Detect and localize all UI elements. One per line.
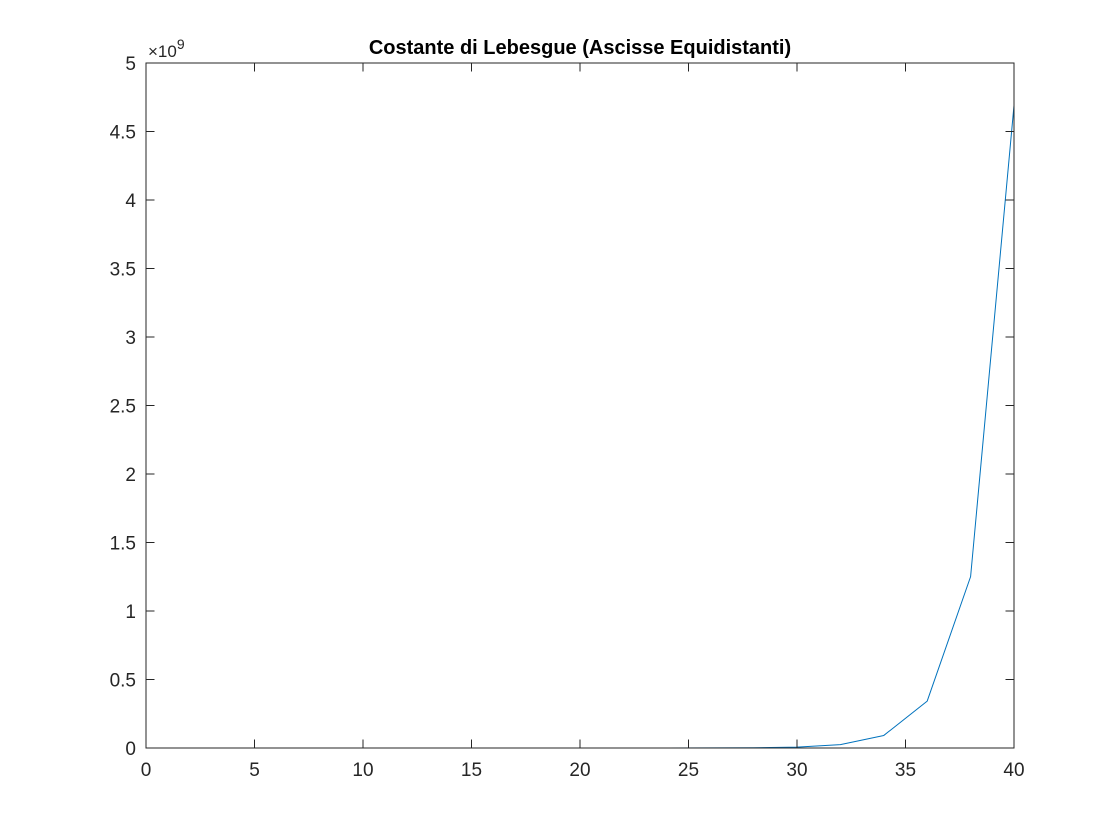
y-tick-label: 5 xyxy=(125,54,136,75)
y-tick-label: 0 xyxy=(125,739,136,760)
y-tick-label: 4.5 xyxy=(110,123,136,144)
x-tick-label: 20 xyxy=(569,760,590,781)
y-tick-label: 2.5 xyxy=(110,397,136,418)
axes-background xyxy=(146,63,1014,748)
x-tick-label: 15 xyxy=(461,760,482,781)
x-tick-label: 0 xyxy=(141,760,152,781)
x-tick-label: 40 xyxy=(1003,760,1024,781)
x-tick-label: 5 xyxy=(249,760,260,781)
chart-title: Costante di Lebesgue (Ascisse Equidistan… xyxy=(369,37,791,59)
x-tick-labels: 0 5 10 15 20 25 30 35 40 xyxy=(141,760,1025,781)
y-tick-label: 3 xyxy=(125,328,136,349)
y-tick-labels: 0 0.5 1 1.5 2 2.5 3 3.5 4 4.5 5 xyxy=(110,54,137,760)
y-tick-label: 4 xyxy=(125,191,136,212)
y-exponent-power: 9 xyxy=(177,36,185,52)
y-tick-label: 1 xyxy=(125,602,136,623)
y-tick-label: 3.5 xyxy=(110,260,136,281)
x-tick-label: 35 xyxy=(895,760,916,781)
y-exponent-base: ×10 xyxy=(148,42,177,61)
x-tick-label: 30 xyxy=(786,760,807,781)
x-tick-label: 25 xyxy=(678,760,699,781)
y-tick-label: 2 xyxy=(125,465,136,486)
axes-box xyxy=(145,62,1015,749)
y-axis-exponent: ×109 xyxy=(148,36,185,61)
y-tick-label: 1.5 xyxy=(110,534,136,555)
y-tick-label: 0.5 xyxy=(110,671,136,692)
x-tick-label: 10 xyxy=(352,760,373,781)
